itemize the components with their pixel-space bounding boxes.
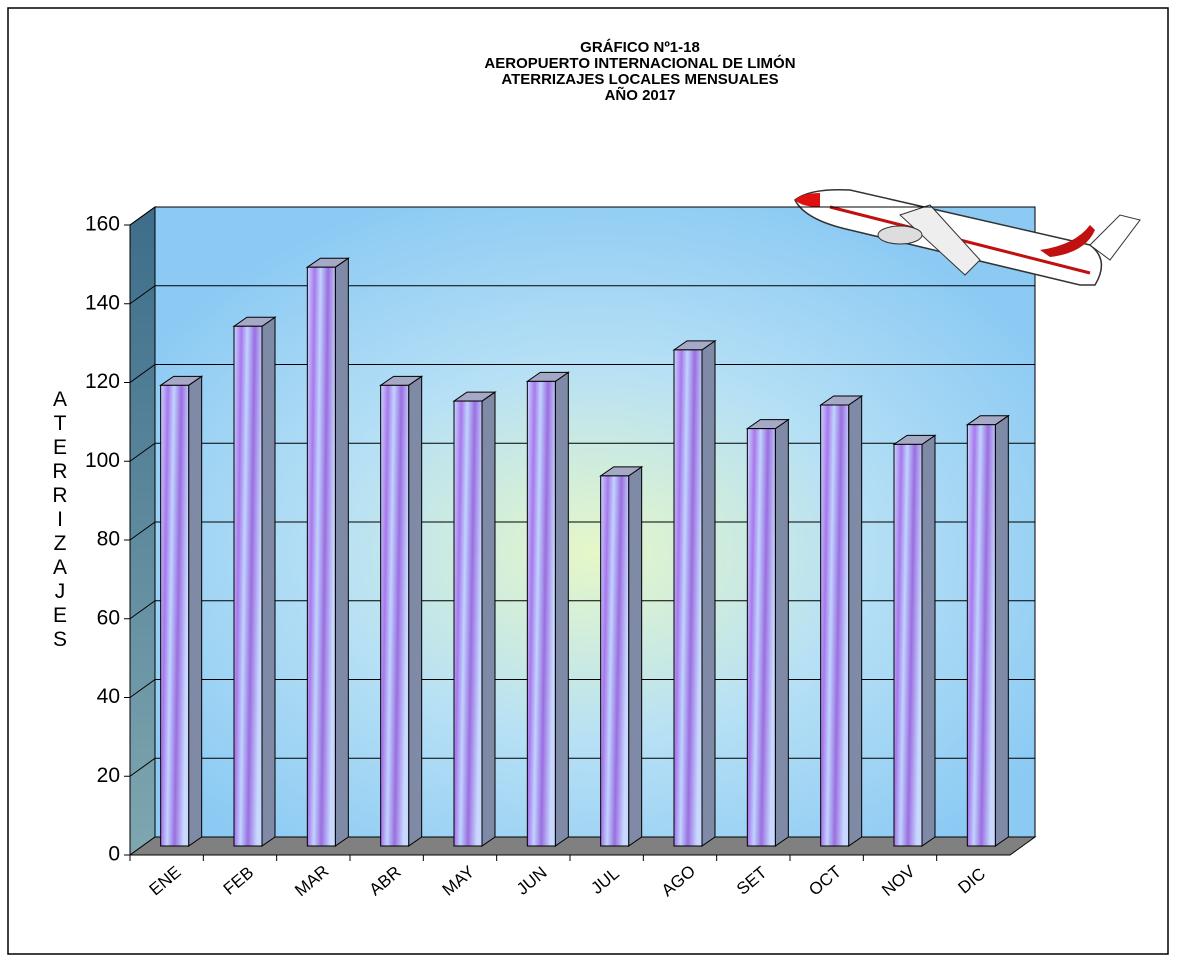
bar-side	[481, 391, 496, 847]
y-tick-label: 40	[97, 685, 120, 708]
x-tick-label: ENE	[146, 862, 185, 899]
x-tick-label: MAR	[291, 861, 332, 900]
bar-front	[600, 475, 630, 847]
bar-front	[820, 404, 850, 847]
bar	[305, 257, 350, 847]
x-tick-label: NOV	[878, 861, 919, 900]
x-tick-label: ABR	[366, 862, 405, 899]
nose	[795, 193, 820, 207]
chart-title: GRÁFICO Nº1-18	[580, 39, 700, 56]
grid-line	[129, 757, 156, 777]
chart-title: AÑO 2017	[605, 86, 676, 104]
wing	[899, 204, 981, 276]
bar-side	[188, 375, 203, 847]
grid-line	[129, 364, 156, 383]
bar-side	[261, 316, 276, 847]
bar-front	[966, 424, 996, 847]
bar	[379, 375, 424, 847]
bar-side	[774, 418, 789, 847]
bar-side	[701, 339, 716, 847]
frame	[7, 7, 1169, 955]
bar	[159, 375, 204, 847]
bar	[819, 395, 864, 847]
x-tick-label: DIC	[954, 864, 989, 897]
bar	[525, 371, 570, 847]
x-tick-label: MAY	[439, 862, 478, 899]
grid-line	[129, 679, 156, 698]
bar-front	[746, 428, 776, 847]
bar	[599, 465, 644, 847]
x-tick-label: FEB	[220, 863, 258, 899]
y-tick-label: 100	[85, 449, 120, 472]
airplane	[794, 188, 1141, 286]
plot: 0 20 40 60 80 100 120 140 160 ENE FEB MAR ABR MAY JUN J…	[85, 206, 1035, 900]
bar	[965, 414, 1010, 847]
y-tick-label: 80	[97, 528, 120, 551]
bar	[892, 434, 937, 847]
y-tick-label: 20	[97, 764, 120, 787]
y-tick-label: 0	[108, 843, 120, 866]
y-tick-label: 120	[85, 370, 120, 393]
bar-side	[994, 414, 1009, 847]
bar-side	[921, 434, 936, 847]
x-tick-label: JUN	[513, 863, 551, 899]
bar-front	[673, 349, 703, 847]
bar-front	[306, 266, 336, 847]
x-tick-label: OCT	[805, 862, 845, 900]
bar	[672, 339, 717, 847]
bar-front	[160, 384, 190, 847]
bar	[232, 316, 277, 847]
bar-side	[554, 371, 569, 847]
x-tick-label: JUL	[587, 864, 622, 898]
bar-front	[453, 400, 483, 847]
bar-side	[628, 465, 643, 847]
y-tick-label: 160	[85, 213, 120, 236]
grid-line	[129, 600, 156, 620]
tail-stripe	[1040, 225, 1095, 257]
bar	[452, 391, 497, 847]
x-tick-label: AGO	[658, 861, 699, 900]
bar-front	[380, 384, 410, 847]
y-axis-label: ATERRIZAJES	[49, 388, 72, 652]
grid-line	[129, 285, 156, 305]
y-tick-label: 140	[85, 291, 120, 314]
bar-front	[526, 380, 556, 847]
bar-side	[334, 257, 349, 847]
bar	[745, 418, 790, 847]
y-tick-label: 60	[97, 606, 120, 629]
bar-front	[233, 325, 263, 847]
grid-line	[129, 442, 156, 462]
chart-title: AEROPUERTO INTERNACIONAL DE LIMÓN	[484, 54, 795, 72]
tail	[1089, 214, 1141, 261]
bar-side	[848, 395, 863, 847]
x-tick-label: SET	[733, 863, 771, 899]
engine	[877, 225, 923, 245]
grid-line	[129, 206, 156, 226]
grid-line	[129, 521, 156, 541]
bar-front	[893, 443, 923, 847]
bar-side	[408, 375, 423, 847]
chart-title: ATERRIZAJES LOCALES MENSUALES	[501, 71, 778, 88]
